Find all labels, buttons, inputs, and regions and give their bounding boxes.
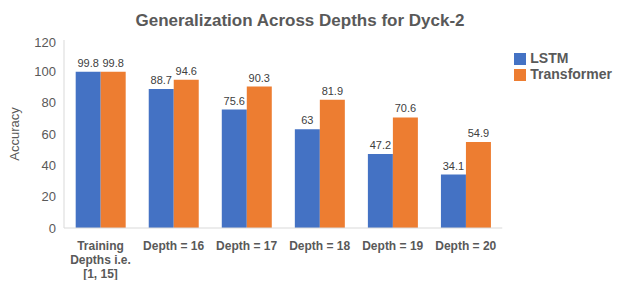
svg-text:88.7: 88.7 — [151, 74, 172, 86]
svg-text:34.1: 34.1 — [443, 160, 464, 172]
svg-text:99.8: 99.8 — [77, 57, 98, 69]
svg-text:0: 0 — [49, 221, 56, 236]
svg-text:54.9: 54.9 — [468, 127, 489, 139]
svg-text:47.2: 47.2 — [370, 139, 391, 151]
svg-text:TrainingDepths i.e.[1, 15]: TrainingDepths i.e.[1, 15] — [70, 239, 131, 280]
svg-text:94.6: 94.6 — [176, 65, 197, 77]
html-text:LSTM: LSTM — [530, 50, 569, 66]
svg-text:Depth = 17: Depth = 17 — [216, 239, 277, 253]
svg-text:80: 80 — [42, 95, 56, 110]
svg-text:60: 60 — [42, 127, 56, 142]
svg-text:120: 120 — [34, 35, 56, 50]
html-text:Transformer: Transformer — [530, 66, 612, 82]
svg-text:Depth = 16: Depth = 16 — [143, 239, 204, 253]
html-text:Generalization Across Depths f: Generalization Across Depths for Dyck-2 — [135, 11, 465, 30]
svg-text:81.9: 81.9 — [322, 85, 343, 97]
svg-text:Depth = 20: Depth = 20 — [435, 239, 496, 253]
svg-text:Accuracy: Accuracy — [8, 107, 22, 161]
svg-text:Depth = 19: Depth = 19 — [362, 239, 423, 253]
svg-text:63: 63 — [301, 114, 313, 126]
svg-text:90.3: 90.3 — [249, 72, 270, 84]
svg-text:99.8: 99.8 — [102, 57, 123, 69]
svg-text:75.6: 75.6 — [224, 95, 245, 107]
svg-text:40: 40 — [42, 158, 56, 173]
svg-text:100: 100 — [34, 64, 56, 79]
svg-text:Depth = 18: Depth = 18 — [289, 239, 350, 253]
svg-text:70.6: 70.6 — [395, 102, 416, 114]
svg-text:20: 20 — [42, 189, 56, 204]
